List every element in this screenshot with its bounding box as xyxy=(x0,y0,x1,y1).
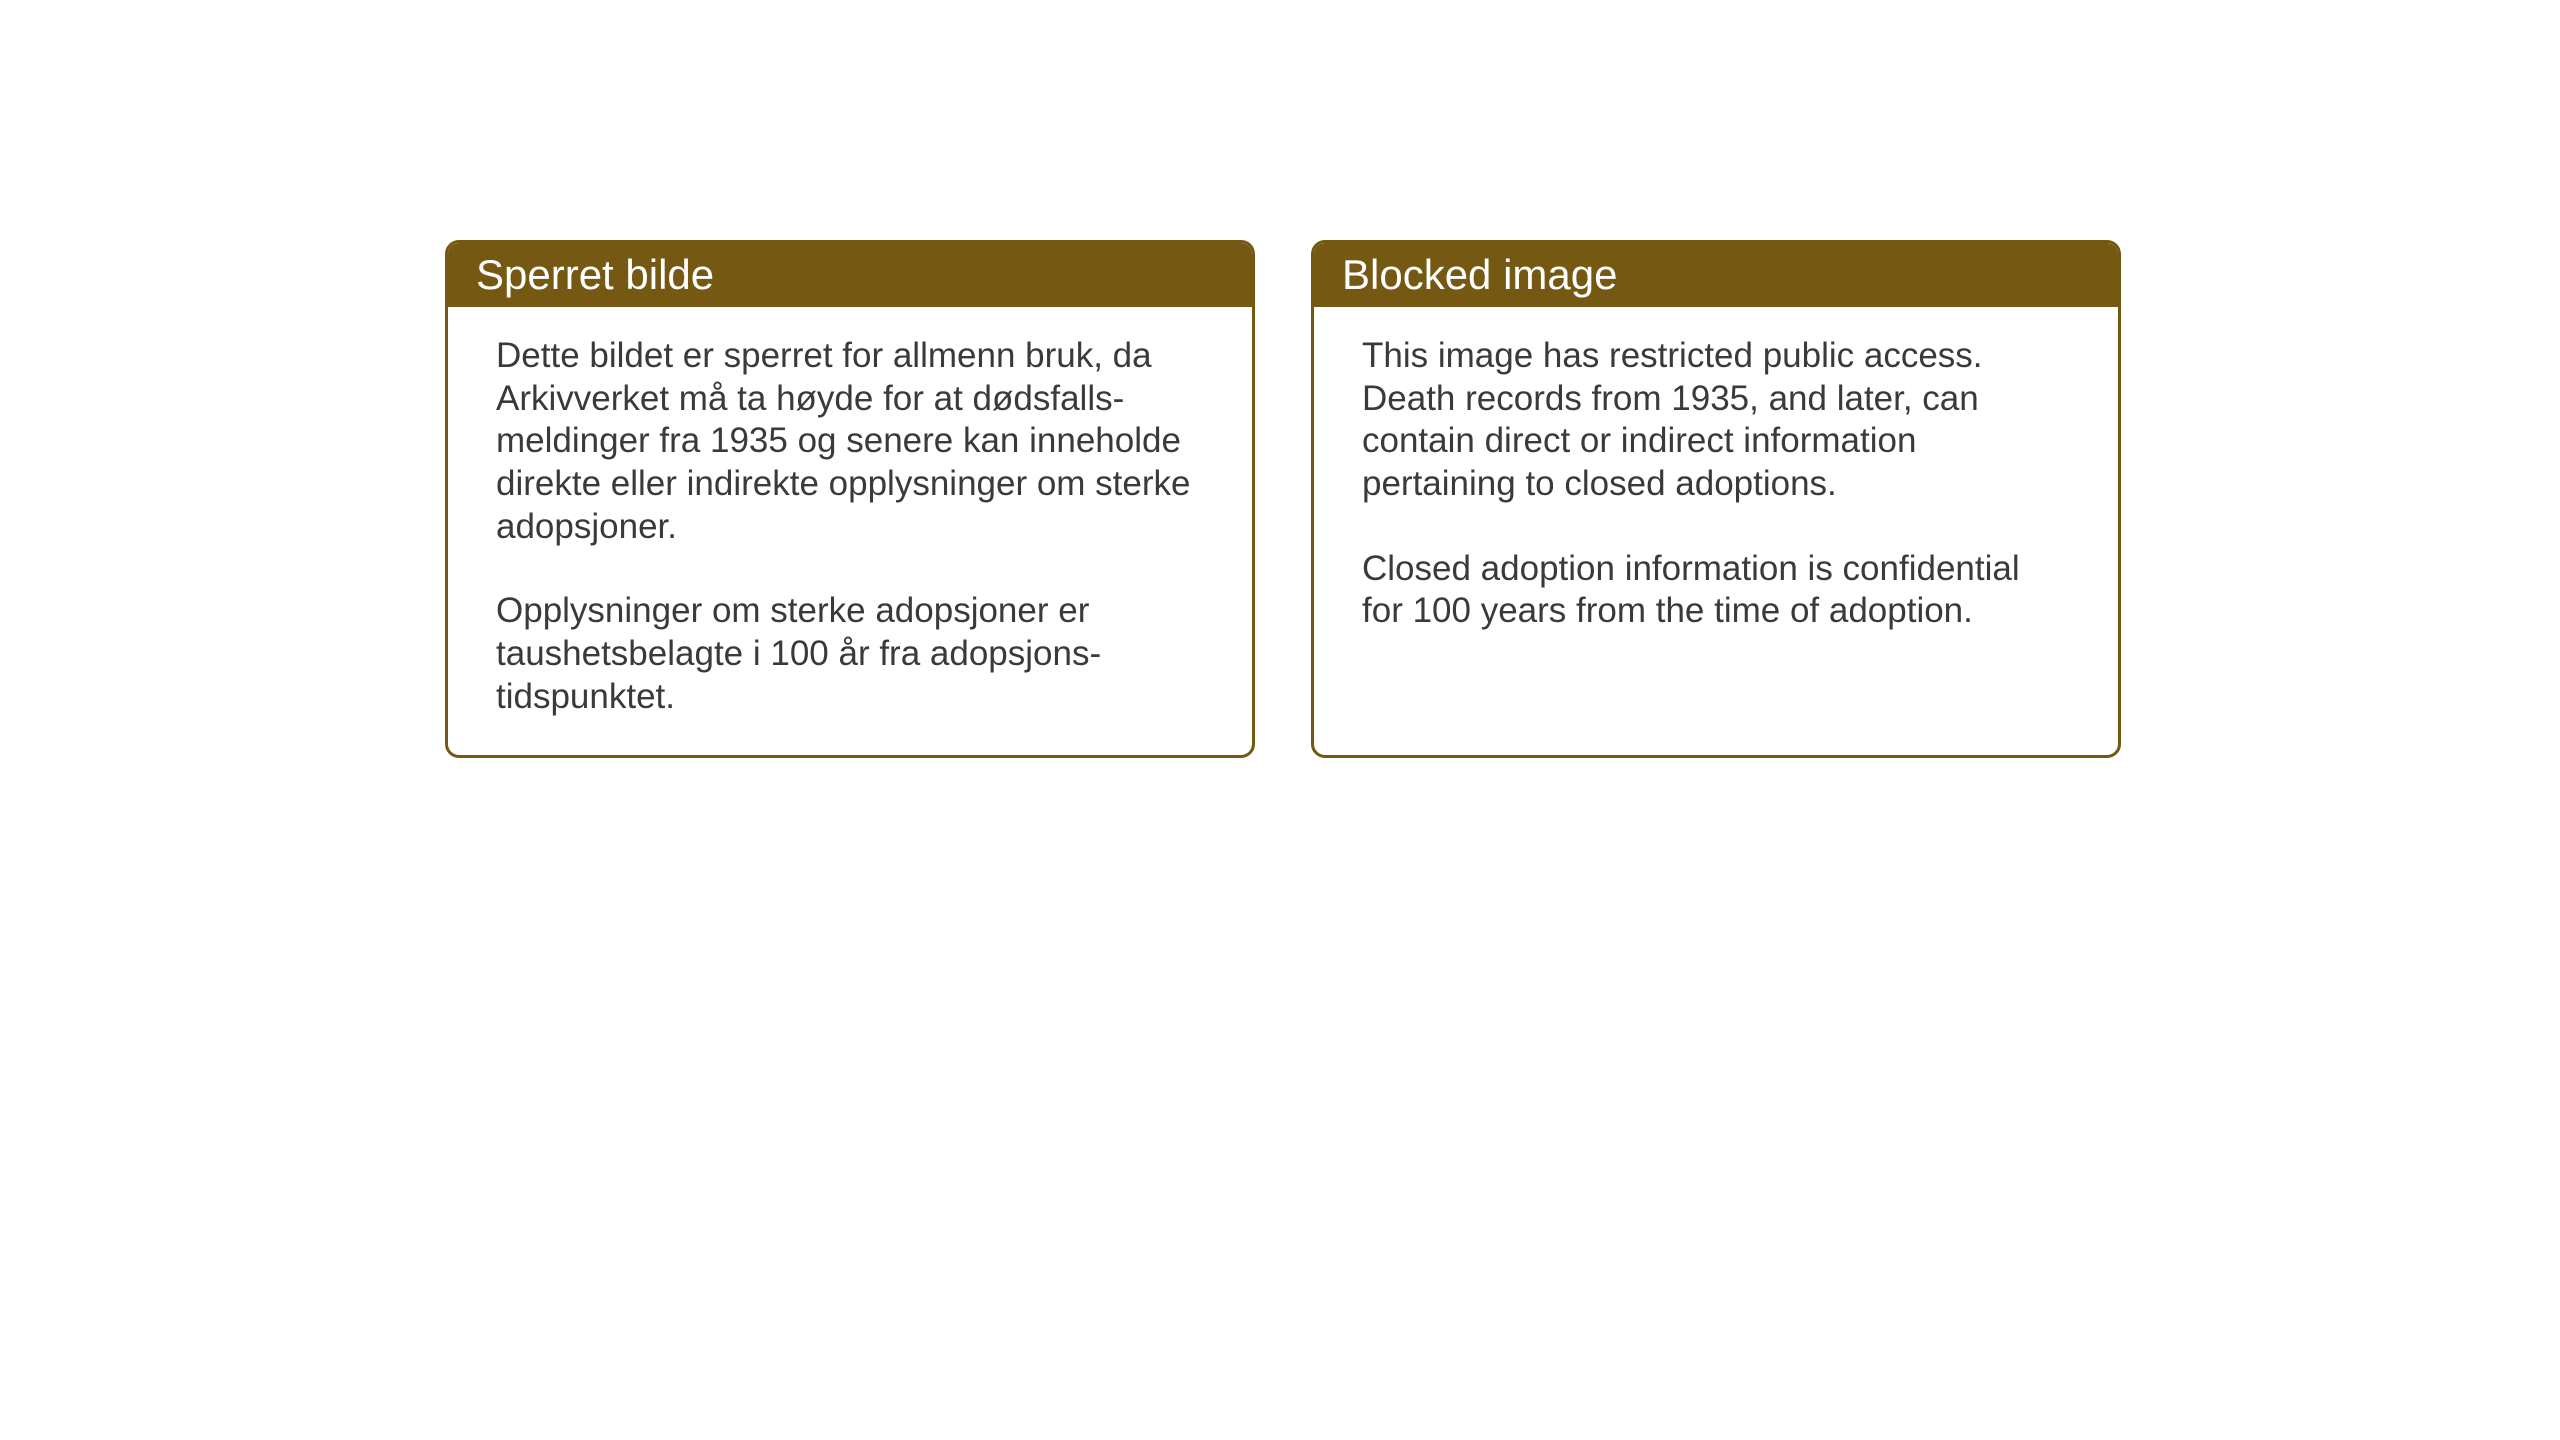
english-card: Blocked image This image has restricted … xyxy=(1311,240,2121,758)
norwegian-paragraph-2: Opplysninger om sterke adopsjoner er tau… xyxy=(496,590,1204,718)
norwegian-card-title: Sperret bilde xyxy=(476,251,714,298)
norwegian-card-body: Dette bildet er sperret for allmenn bruk… xyxy=(448,307,1252,755)
english-card-title: Blocked image xyxy=(1342,251,1617,298)
cards-container: Sperret bilde Dette bildet er sperret fo… xyxy=(445,240,2121,758)
norwegian-paragraph-1: Dette bildet er sperret for allmenn bruk… xyxy=(496,335,1204,548)
english-paragraph-2: Closed adoption information is confident… xyxy=(1362,548,2070,633)
english-paragraph-1: This image has restricted public access.… xyxy=(1362,335,2070,506)
norwegian-card-header: Sperret bilde xyxy=(448,243,1252,307)
english-card-header: Blocked image xyxy=(1314,243,2118,307)
english-card-body: This image has restricted public access.… xyxy=(1314,307,2118,669)
norwegian-card: Sperret bilde Dette bildet er sperret fo… xyxy=(445,240,1255,758)
